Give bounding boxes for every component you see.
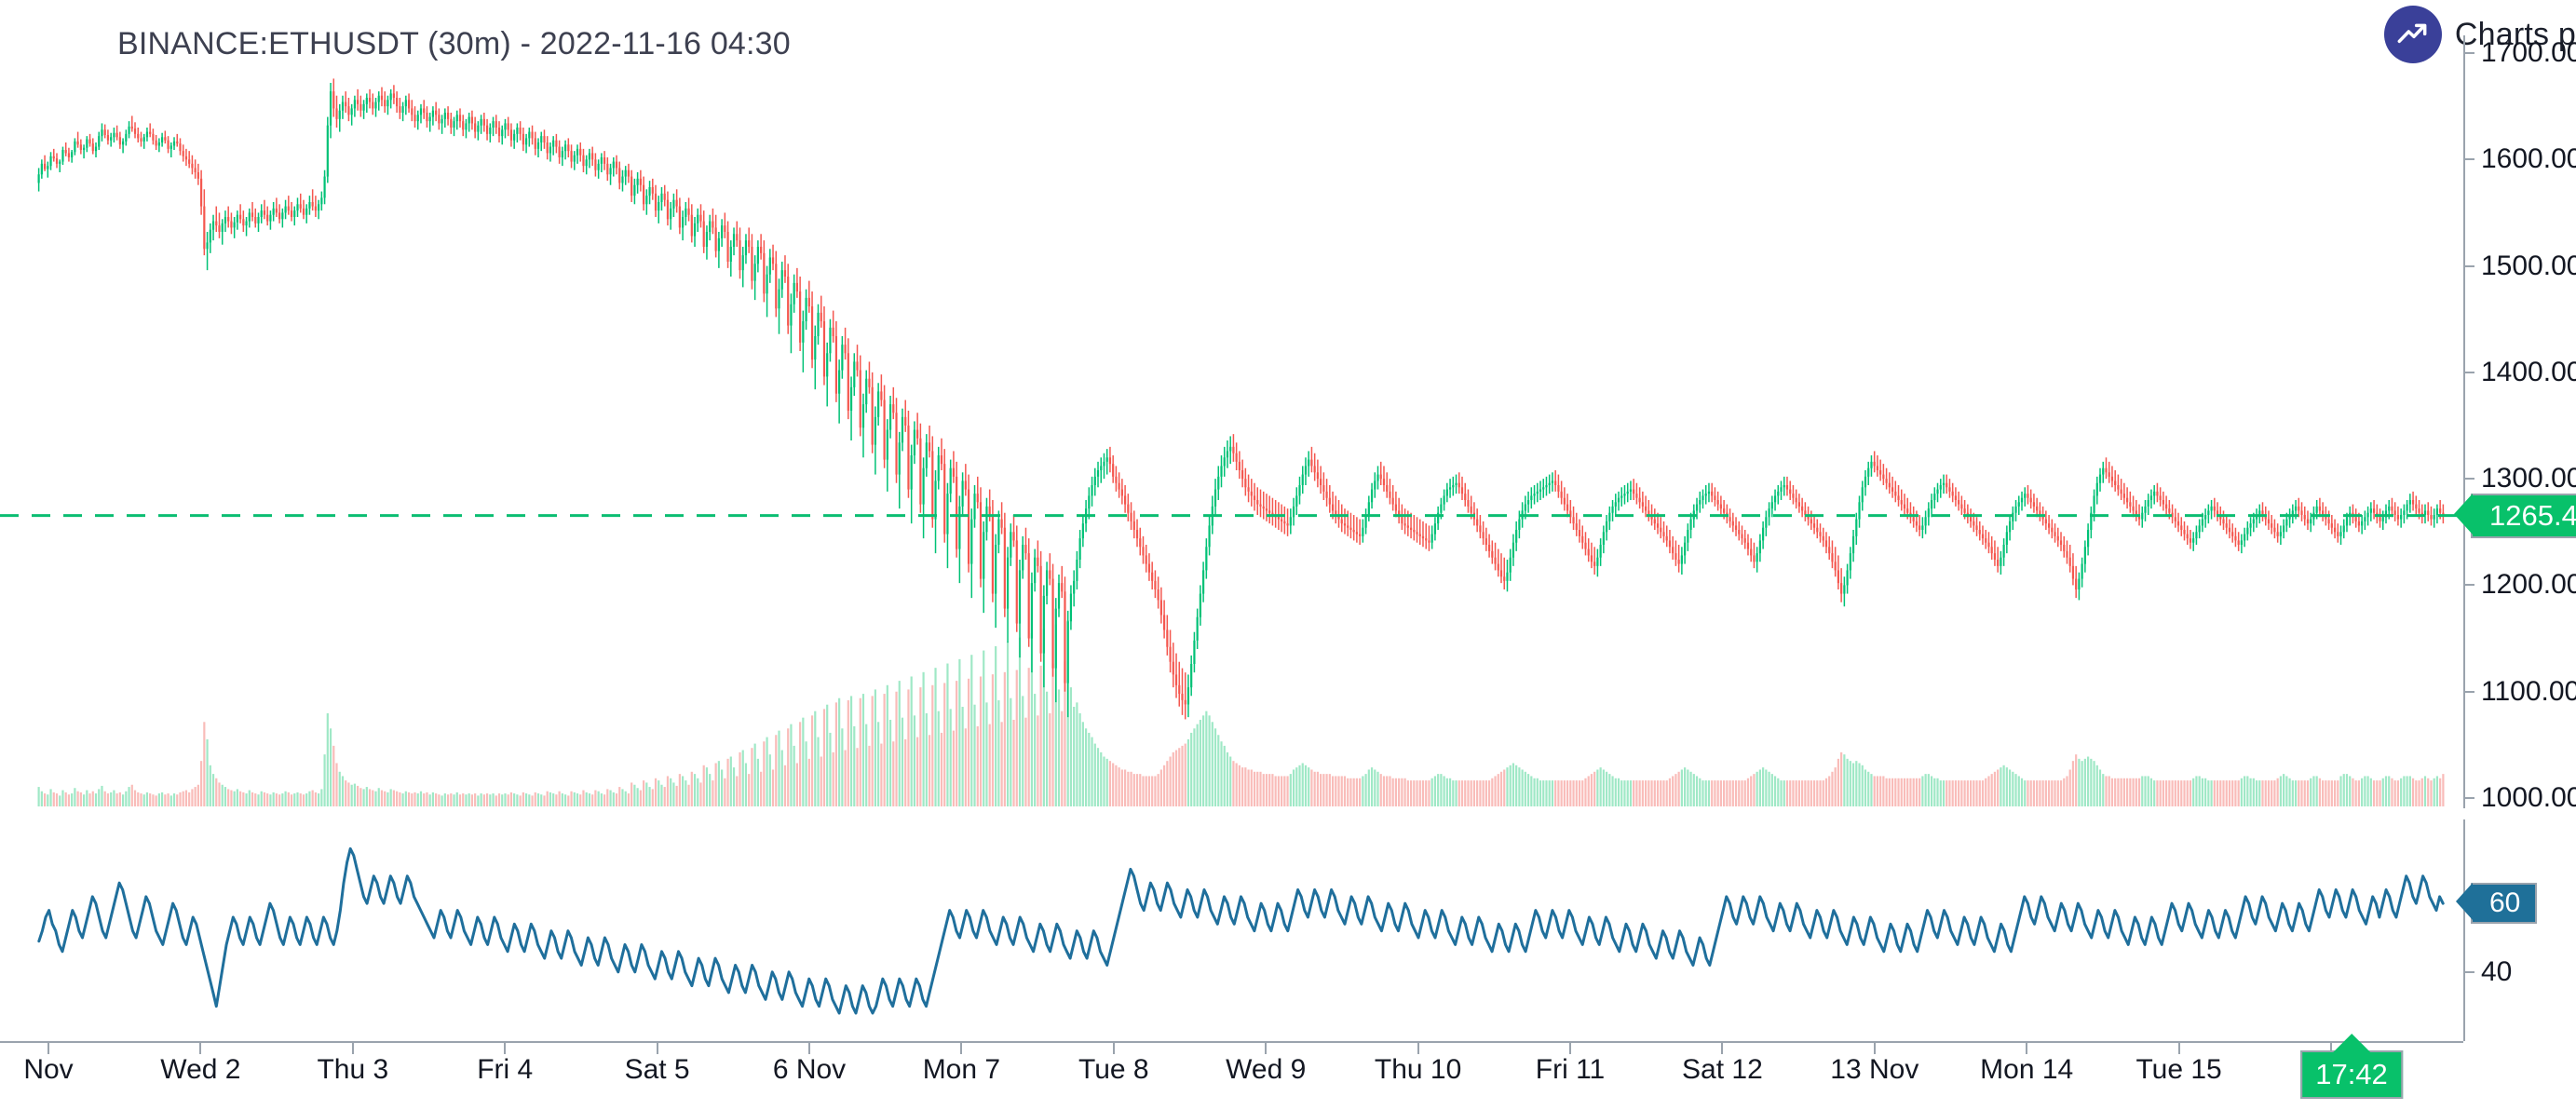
time-axis-label: Tue 15 [2135, 1054, 2222, 1085]
time-axis-tick [199, 1041, 202, 1054]
chart-panes[interactable] [0, 0, 2463, 1110]
time-axis-tick [2177, 1041, 2180, 1054]
rsi-series [37, 846, 2445, 1015]
time-axis-tick [504, 1041, 507, 1054]
price-pane[interactable] [0, 0, 2463, 808]
price-axis-tick [2463, 797, 2474, 799]
time-axis-label: Nov [23, 1054, 74, 1085]
time-axis-label: Thu 10 [1374, 1054, 1462, 1085]
price-axis-line [2463, 35, 2465, 808]
time-axis-tick [960, 1041, 963, 1054]
time-axis-tick [2026, 1041, 2028, 1054]
time-axis-tick [1265, 1041, 1268, 1054]
price-axis-label: 1300.00 [2481, 463, 2576, 494]
page-title: BINANCE:ETHUSDT (30m) - 2022-11-16 04:30 [117, 26, 791, 61]
time-axis-tick [1112, 1041, 1115, 1054]
time-axis-tick [1569, 1041, 1571, 1054]
time-axis-tick [656, 1041, 658, 1054]
price-axis-tick [2463, 52, 2474, 54]
rsi-axis-label: 40 [2481, 955, 2513, 987]
price-axis-tick [2463, 584, 2474, 587]
time-axis-tick [2330, 1041, 2332, 1054]
time-axis-label: Mon 14 [1980, 1054, 2074, 1085]
price-axis-label: 1700.00 [2481, 37, 2576, 68]
trending-up-icon [2383, 6, 2442, 63]
time-axis-label: Mon 7 [922, 1054, 1001, 1085]
time-axis-label: 6 Nov [772, 1054, 847, 1085]
brand-watermark[interactable]: Charts p [2383, 6, 2576, 63]
time-axis-tick [808, 1041, 810, 1054]
brand-label: Charts p [2454, 16, 2576, 52]
price-axis-label: 1500.00 [2481, 250, 2576, 281]
time-axis-tick [47, 1041, 49, 1054]
time-axis-label: Wed 2 [160, 1054, 241, 1085]
price-axis-tick [2463, 371, 2474, 373]
price-axis-label: 1100.00 [2481, 675, 2576, 707]
price-axis-label: 1200.00 [2481, 569, 2576, 601]
time-axis-line [0, 1041, 2463, 1043]
time-axis-label: Thu 3 [317, 1054, 389, 1085]
time-axis-label: 13 Nov [1830, 1054, 1919, 1085]
price-axis-tick [2463, 478, 2474, 481]
rsi-value-badge[interactable]: 60 [2455, 883, 2538, 925]
current-price-badge[interactable]: 1265.45 [2453, 493, 2576, 538]
current-time-badge[interactable]: 17:42 [2300, 1034, 2403, 1099]
price-axis-tick [2463, 158, 2474, 161]
price-axis-label: 1000.00 [2481, 782, 2576, 813]
price-axis-label: 1400.00 [2481, 356, 2576, 387]
time-axis-label: Wed 9 [1226, 1054, 1307, 1085]
time-axis-tick [1873, 1041, 1876, 1054]
candlestick-series [37, 78, 2445, 720]
rsi-axis-tick [2463, 970, 2474, 973]
time-axis-tick [1721, 1041, 1724, 1054]
time-axis-label: Tue 8 [1078, 1054, 1149, 1085]
rsi-pane[interactable] [0, 819, 2463, 1041]
time-axis-tick [1417, 1041, 1419, 1054]
rsi-axis-line [2463, 819, 2465, 1041]
time-axis-label: Fri 4 [477, 1054, 534, 1085]
time-axis-label: Sat 12 [1682, 1054, 1763, 1085]
volume-series [37, 620, 2445, 806]
time-axis-label: Fri 11 [1535, 1054, 1606, 1085]
price-axis-tick [2463, 264, 2474, 267]
price-axis-label: 1600.00 [2481, 143, 2576, 175]
time-axis-label: Sat 5 [624, 1054, 690, 1085]
time-axis-tick [351, 1041, 354, 1054]
price-axis-tick [2463, 690, 2474, 693]
